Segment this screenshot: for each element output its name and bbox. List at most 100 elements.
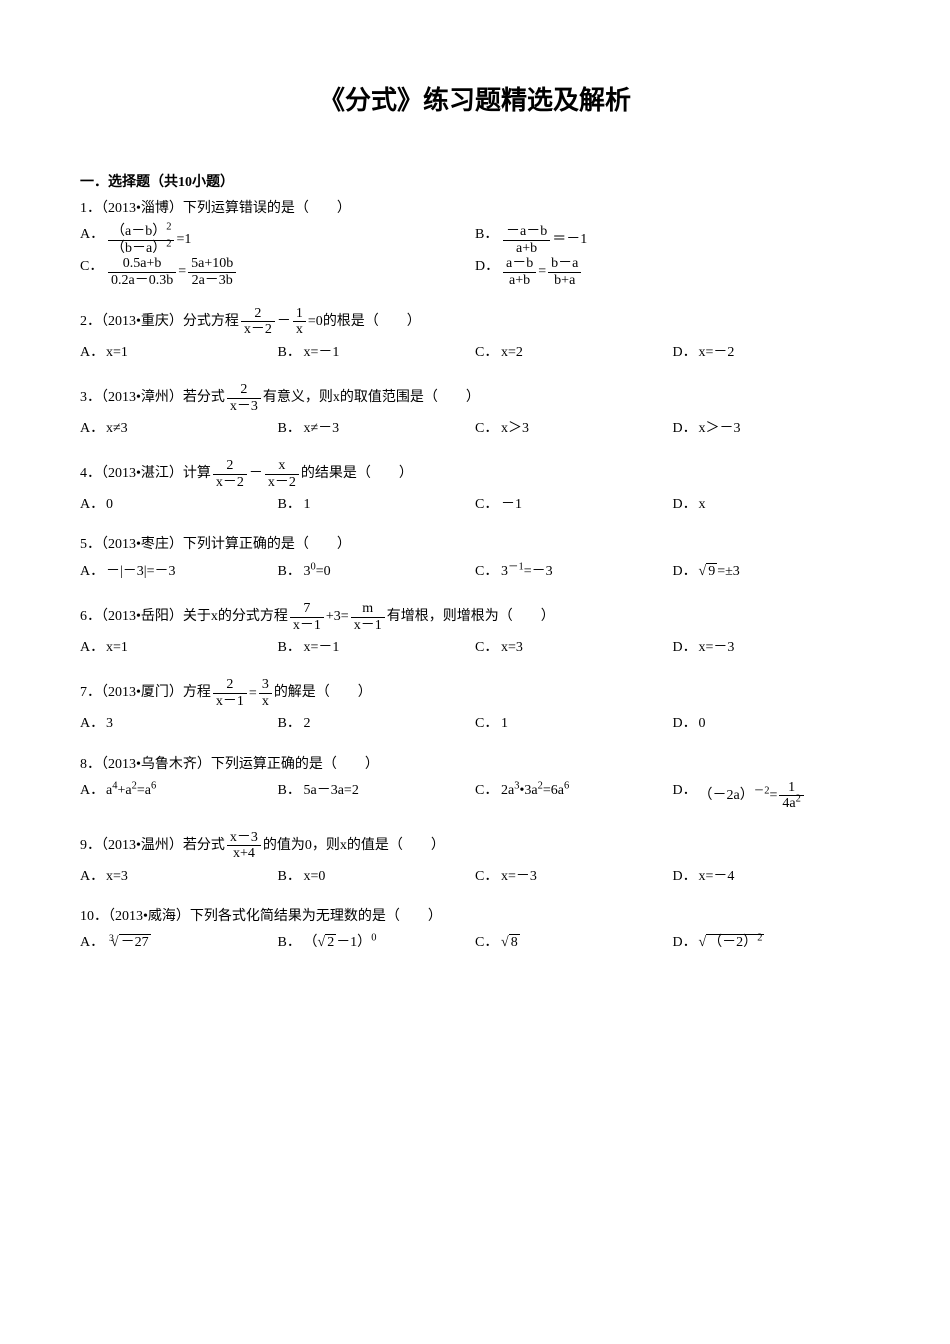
option-content: x=2 — [501, 342, 523, 364]
option-content: （√2－1）0 — [304, 932, 377, 954]
option-content: 3－1=－3 — [501, 561, 553, 583]
option: D．√（－2）2 — [673, 932, 871, 954]
option-label: A． — [80, 418, 106, 440]
question-stem-suffix: 有意义，则x的取值范围是（ ） — [263, 390, 480, 405]
option-content: x=－3 — [501, 866, 537, 888]
option: B．x=0 — [278, 866, 476, 888]
question-stem-expression: 2x－2－xx－2 — [211, 466, 301, 481]
option: B．（√2－1）0 — [278, 932, 476, 954]
option-content: x=1 — [106, 637, 128, 659]
option-content: 5a－3a=2 — [304, 780, 359, 802]
option-label: B． — [278, 342, 304, 364]
section-header: 一．选择题（共10小题） — [80, 172, 870, 194]
question-stem: 10．（2013•威海）下列各式化简结果为无理数的是（ ） — [80, 906, 870, 928]
option: C．x=2 — [475, 342, 673, 364]
option: D．x — [673, 494, 871, 516]
question-stem-prefix: 6．（2013•岳阳）关于x的分式方程 — [80, 609, 288, 624]
option: C．0.5a+b0.2a－0.3b=5a+10b2a－3b — [80, 256, 475, 288]
option-content: √9=±3 — [699, 561, 740, 583]
option: A．x≠3 — [80, 418, 278, 440]
option: A．3√－27 — [80, 932, 278, 954]
question-stem-expression: 2x－1=3x — [211, 686, 274, 701]
option-label: D． — [673, 561, 699, 583]
option-label: C． — [475, 637, 501, 659]
question-stem-suffix: 有增根，则增根为（ ） — [387, 609, 555, 624]
option-label: C． — [80, 256, 106, 278]
option-content: －1 — [501, 494, 522, 516]
question-stem-prefix: 2．（2013•重庆）分式方程 — [80, 314, 239, 329]
question-stem-prefix: 1．（2013•淄博）下列运算错误的是（ ） — [80, 201, 351, 216]
option-label: D． — [673, 780, 699, 802]
question-stem-suffix: 的解是（ ） — [274, 686, 372, 701]
option-label: B． — [475, 224, 501, 246]
page-title: 《分式》练习题精选及解析 — [80, 80, 870, 122]
option-label: B． — [278, 932, 304, 954]
option-label: D． — [475, 256, 501, 278]
option-row: A．a4+a2=a6B．5a－3a=2C．2a3•3a2=6a6D．（－2a）－… — [80, 780, 870, 812]
option-label: A． — [80, 713, 106, 735]
option-content: x=－1 — [304, 342, 340, 364]
question-stem: 4．（2013•湛江）计算2x－2－xx－2的结果是（ ） — [80, 458, 870, 490]
option: A．3 — [80, 713, 278, 735]
option: C．√8 — [475, 932, 673, 954]
question-stem-suffix: 的结果是（ ） — [301, 466, 413, 481]
question-stem-prefix: 10．（2013•威海）下列各式化简结果为无理数的是（ ） — [80, 909, 442, 924]
option-content: －|－3|=－3 — [106, 561, 176, 583]
question: 1．（2013•淄博）下列运算错误的是（ ） A．（a－b）2（b－a）2=1B．… — [80, 198, 870, 288]
question: 10．（2013•威海）下列各式化简结果为无理数的是（ ）A．3√－27B．（√… — [80, 906, 870, 955]
option-content: a4+a2=a6 — [106, 780, 156, 802]
option-label: C． — [475, 866, 501, 888]
option-content: 0 — [106, 494, 113, 516]
option-label: D． — [673, 637, 699, 659]
option: B．x=－1 — [278, 637, 476, 659]
option-label: C． — [475, 494, 501, 516]
option: C．2a3•3a2=6a6 — [475, 780, 673, 802]
option-label: C． — [475, 713, 501, 735]
option-label: B． — [278, 561, 304, 583]
question-stem: 2．（2013•重庆）分式方程2x－2－1x=0的根是（ ） — [80, 306, 870, 338]
option-label: A． — [80, 932, 106, 954]
question-stem-prefix: 7．（2013•厦门）方程 — [80, 686, 211, 701]
question-stem-prefix: 3．（2013•漳州）若分式 — [80, 390, 225, 405]
question-stem: 9．（2013•温州）若分式x－3x+4的值为0，则x的值是（ ） — [80, 830, 870, 862]
option-content: √8 — [501, 932, 520, 954]
question-stem: 5．（2013•枣庄）下列计算正确的是（ ） — [80, 534, 870, 556]
option-label: D． — [673, 342, 699, 364]
option-row: A．－|－3|=－3B．30=0C．3－1=－3D．√9=±3 — [80, 561, 870, 583]
option-label: C． — [475, 780, 501, 802]
option-label: A． — [80, 342, 106, 364]
option: A．（a－b）2（b－a）2=1 — [80, 224, 475, 256]
option: B．30=0 — [278, 561, 476, 583]
question-stem: 1．（2013•淄博）下列运算错误的是（ ） — [80, 198, 870, 220]
option-label: C． — [475, 418, 501, 440]
option-row: A．x=1B．x=－1C．x=2D．x=－2 — [80, 342, 870, 364]
option-label: A． — [80, 224, 106, 246]
option-content: 0 — [699, 713, 706, 735]
option: A．－|－3|=－3 — [80, 561, 278, 583]
option-content: 1 — [304, 494, 311, 516]
option-label: D． — [673, 713, 699, 735]
option: C．－1 — [475, 494, 673, 516]
question-stem: 8．（2013•乌鲁木齐）下列运算正确的是（ ） — [80, 754, 870, 776]
option: C．x=－3 — [475, 866, 673, 888]
question: 6．（2013•岳阳）关于x的分式方程7x－1+3=mx－1有增根，则增根为（ … — [80, 601, 870, 659]
option-label: A． — [80, 494, 106, 516]
question-stem-expression: x－3x+4 — [225, 838, 263, 853]
option-label: A． — [80, 637, 106, 659]
option-content: x＞－3 — [699, 418, 741, 440]
option-row: A．0B．1C．－1D．x — [80, 494, 870, 516]
option: B．－a－ba+b＝－1 — [475, 224, 870, 256]
option: D．x=－3 — [673, 637, 871, 659]
option: D．x＞－3 — [673, 418, 871, 440]
question: 8．（2013•乌鲁木齐）下列运算正确的是（ ）A．a4+a2=a6B．5a－3… — [80, 754, 870, 812]
option-content: 1 — [501, 713, 508, 735]
option: B．x≠－3 — [278, 418, 476, 440]
option-label: C． — [475, 932, 501, 954]
question: 9．（2013•温州）若分式x－3x+4的值为0，则x的值是（ ）A．x=3B．… — [80, 830, 870, 888]
option-row: A．3√－27B．（√2－1）0C．√8D．√（－2）2 — [80, 932, 870, 954]
option-content: 3√－27 — [106, 932, 151, 954]
option: A．x=1 — [80, 342, 278, 364]
option: A．0 — [80, 494, 278, 516]
option-content: x=0 — [304, 866, 326, 888]
option-content: x≠3 — [106, 418, 128, 440]
